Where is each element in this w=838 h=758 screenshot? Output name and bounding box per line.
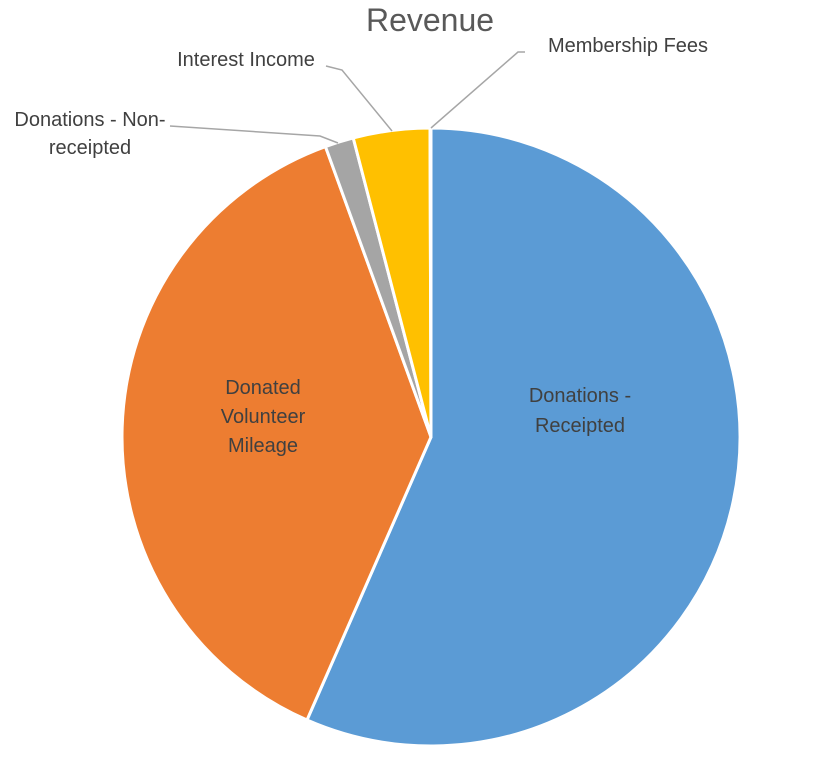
leader-line: [169, 125, 339, 144]
slice-label-line: receipted: [49, 137, 131, 159]
pie-slice-donated-volunteer-mileage: [120, 145, 433, 722]
pie-slice-membership-fees: [428, 126, 433, 439]
leader-line: [430, 51, 525, 129]
slice-label-line: Donations -: [529, 385, 631, 407]
slice-label: Interest Income: [177, 49, 315, 71]
slice-label-line: Mileage: [228, 435, 298, 457]
slice-label-line: Donations - Non-: [14, 109, 165, 131]
slice-label: Membership Fees: [548, 35, 708, 57]
slice-label-line: Receipted: [535, 415, 625, 437]
slice-label: Donated Volunteer Mileage: [221, 377, 306, 457]
slices-layer: [120, 126, 742, 748]
slice-label-line: Donated: [225, 377, 301, 399]
slice-label-line: Interest Income: [177, 49, 315, 71]
slice-label-line: Membership Fees: [548, 35, 708, 57]
slice-label: Donations - Non-receipted: [14, 109, 165, 159]
chart-title: Revenue: [365, 2, 495, 38]
slice-label: Donations - Receipted: [529, 385, 631, 437]
leader-line: [325, 65, 393, 132]
slice-label-line: Volunteer: [221, 406, 306, 428]
leader-lines-layer: [169, 51, 525, 144]
labels-layer: Donations - Receipted Donated Volunteer Mile…: [14, 35, 708, 457]
pie-slice-donations-receipted: [305, 126, 742, 748]
